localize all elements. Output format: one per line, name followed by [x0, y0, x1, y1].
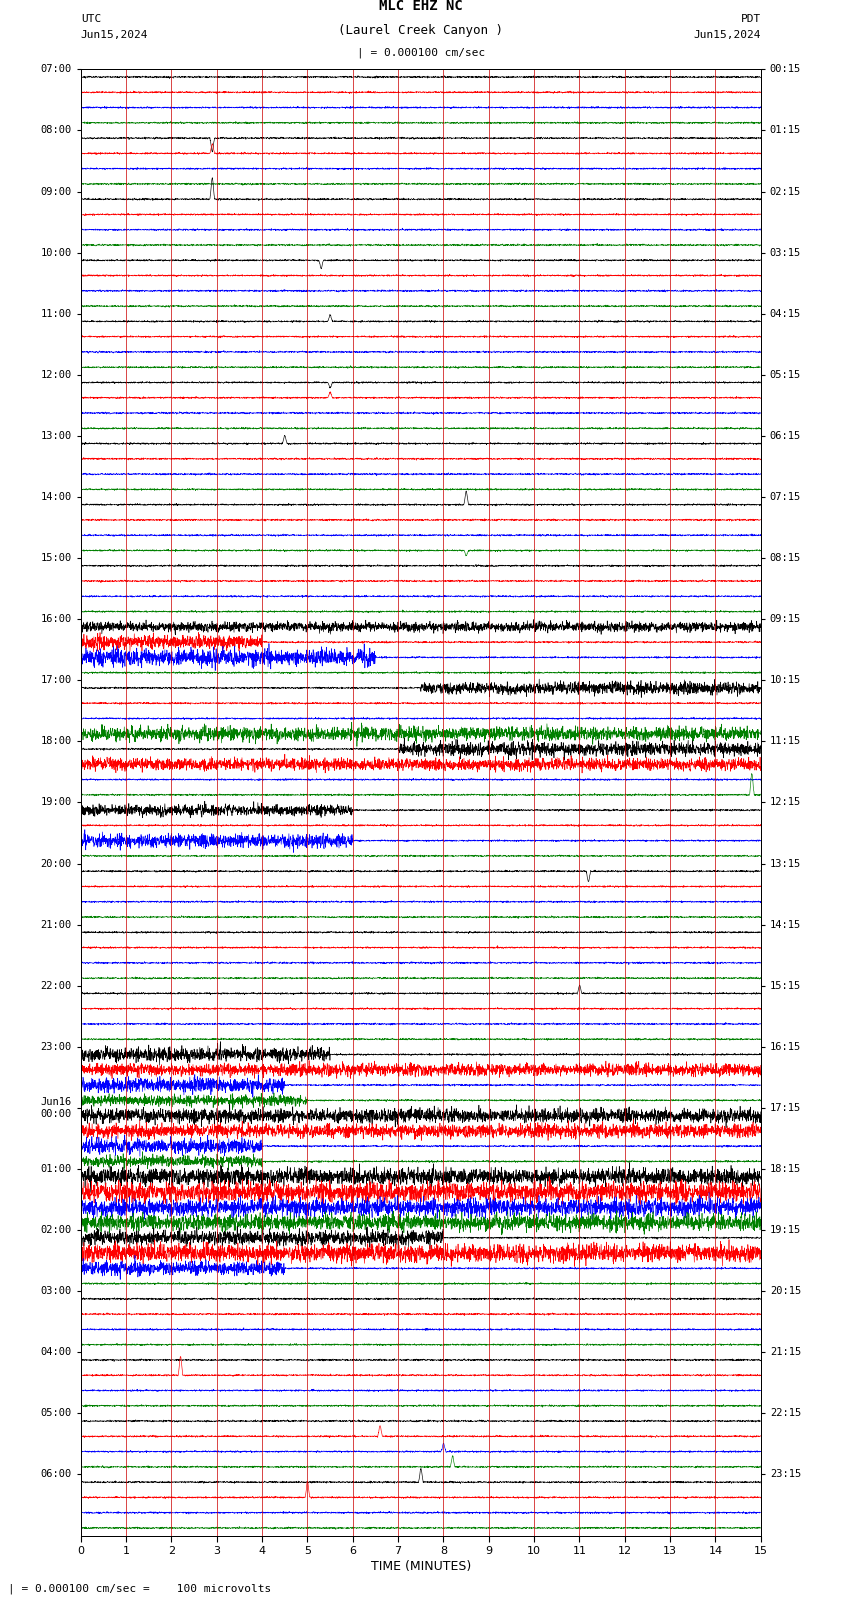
Text: UTC: UTC	[81, 15, 101, 24]
Text: Jun15,2024: Jun15,2024	[81, 31, 148, 40]
Text: PDT: PDT	[740, 15, 761, 24]
Text: | = 0.000100 cm/sec: | = 0.000100 cm/sec	[357, 47, 484, 58]
X-axis label: TIME (MINUTES): TIME (MINUTES)	[371, 1560, 471, 1573]
Text: | = 0.000100 cm/sec =    100 microvolts: | = 0.000100 cm/sec = 100 microvolts	[8, 1582, 272, 1594]
Text: (Laurel Creek Canyon ): (Laurel Creek Canyon )	[338, 24, 503, 37]
Text: MLC EHZ NC: MLC EHZ NC	[379, 0, 462, 13]
Text: Jun15,2024: Jun15,2024	[694, 31, 761, 40]
